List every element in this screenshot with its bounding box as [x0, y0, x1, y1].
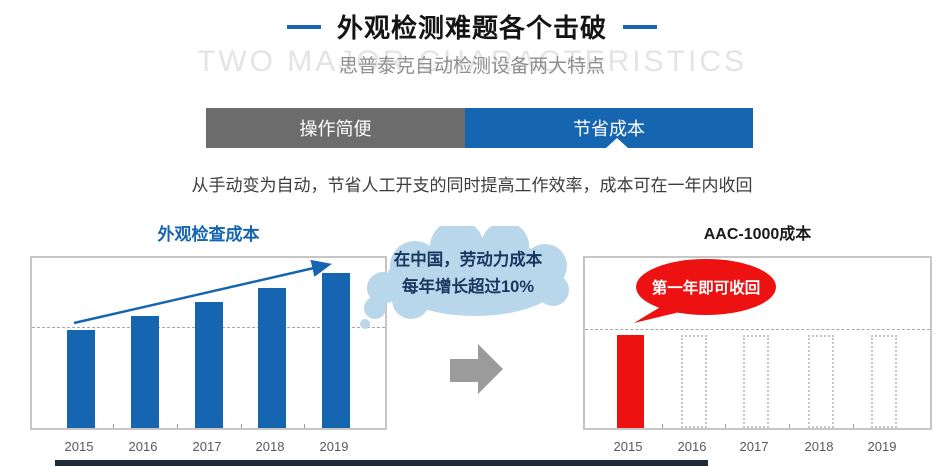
reference-dashed-line [585, 329, 930, 330]
axis-label-2015: 2015 [64, 439, 94, 454]
axis-label-2018: 2018 [255, 439, 285, 454]
right-placeholder-bar-2016 [681, 335, 707, 428]
left-bar-2016 [131, 316, 159, 428]
cloud-shape-icon [360, 226, 569, 329]
transition-right-arrow-icon [450, 344, 503, 394]
axis-label-2019: 2019 [867, 439, 897, 454]
cloud-callout-line1: 在中国，劳动力成本 [394, 249, 543, 269]
axis-label-2015: 2015 [613, 439, 643, 454]
bubble-body-icon [636, 259, 776, 315]
appearance-inspection-cost-chart [30, 256, 387, 430]
axis-tick [725, 424, 726, 428]
left-chart-title: 外观检查成本 [157, 225, 260, 244]
axis-label-2017: 2017 [192, 439, 222, 454]
tab-operation-simple[interactable]: 操作简便 [206, 108, 465, 148]
axis-label-2018: 2018 [804, 439, 834, 454]
payback-callout-text: 第一年即可收回 [652, 278, 761, 297]
right-placeholder-bar-2019 [871, 335, 897, 428]
tab-cost-saving[interactable]: 节省成本 [465, 108, 753, 148]
axis-tick [113, 424, 114, 428]
left-bar-2019 [322, 273, 350, 428]
left-bar-2015 [67, 330, 95, 428]
left-bar-2017 [195, 302, 223, 428]
right-placeholder-bar-2017 [743, 335, 769, 428]
title-dash-left-icon [286, 24, 321, 29]
axis-tick [304, 424, 305, 428]
axis-tick [662, 424, 663, 428]
tab-operation-simple-label: 操作简便 [299, 119, 372, 139]
page-title-row: 外观检测难题各个击破 [0, 8, 944, 45]
right-bar-2015 [617, 335, 644, 428]
left-bar-2018 [258, 288, 286, 428]
left-chart-x-axis: 2015 2016 2017 2018 2019 [30, 439, 387, 454]
axis-label-2017: 2017 [739, 439, 769, 454]
page-title: 外观检测难题各个击破 [336, 13, 607, 43]
axis-label-2019: 2019 [319, 439, 349, 454]
watermark-text: TWO MAJOR CHARACTERISTICS [196, 45, 747, 78]
right-chart-title: AAC-1000成本 [703, 226, 812, 243]
axis-tick [788, 424, 790, 428]
page-subtitle: 思普泰克自动检测设备两大特点 [338, 56, 605, 77]
axis-label-2016: 2016 [128, 439, 158, 454]
tab-cost-saving-label: 节省成本 [573, 119, 645, 139]
right-placeholder-bar-2018 [808, 335, 834, 428]
axis-tick [177, 424, 178, 428]
tab-bar: 操作简便 节省成本 [206, 108, 753, 148]
cloud-callout: 在中国，劳动力成本 每年增长超过10% [360, 226, 569, 329]
axis-tick [852, 424, 854, 428]
axis-tick [240, 424, 242, 428]
cloud-callout-line2: 每年增长超过10% [402, 276, 534, 296]
horizontal-scrollbar-thumb[interactable] [55, 460, 708, 466]
right-chart-x-axis: 2015 2016 2017 2018 2019 [583, 439, 932, 454]
payback-callout: 第一年即可收回 [634, 259, 776, 323]
description-text: 从手动变为自动，节省人工开支的同时提高工作效率，成本可在一年内收回 [191, 176, 753, 195]
title-dash-right-icon [623, 24, 657, 29]
active-tab-indicator-icon [606, 138, 628, 148]
axis-label-2016: 2016 [677, 439, 707, 454]
